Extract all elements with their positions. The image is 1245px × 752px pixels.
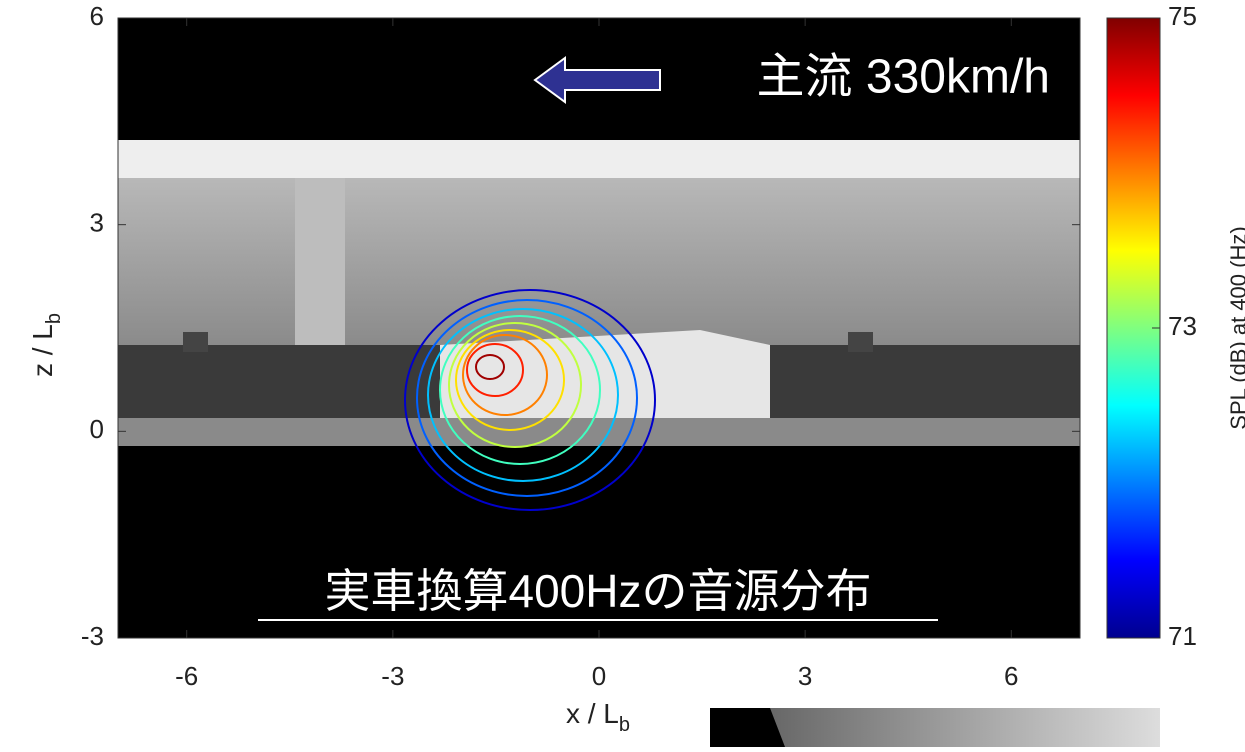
colorbar-tick-label: 75	[1168, 1, 1197, 31]
y-tick-label: 0	[90, 414, 104, 444]
flow-annotation: 主流 330km/h	[757, 51, 1050, 104]
x-tick-label: 3	[798, 661, 812, 691]
caption-annotation: 実車換算400Hzの音源分布	[325, 565, 872, 617]
x-tick-label: -3	[381, 661, 404, 691]
y-tick-label: 6	[90, 1, 104, 31]
x-tick-label: -6	[175, 661, 198, 691]
colorbar-label: SPL (dB) at 400 (Hz)	[1226, 226, 1245, 429]
x-tick-label: 0	[592, 661, 606, 691]
chart: 主流 330km/h 実車換算400Hzの音源分布 SPL (dB) at 40…	[0, 0, 1245, 747]
colorbar-tick-label: 73	[1168, 311, 1197, 341]
y-axis-label: z / Lb	[27, 313, 65, 377]
background-photo	[118, 18, 1080, 638]
x-axis-label: x / Lb	[566, 698, 630, 736]
y-tick-label: 3	[90, 208, 104, 238]
y-tick-label: -3	[81, 621, 104, 651]
colorbar-tick-label: 71	[1168, 621, 1197, 651]
x-tick-label: 6	[1004, 661, 1018, 691]
